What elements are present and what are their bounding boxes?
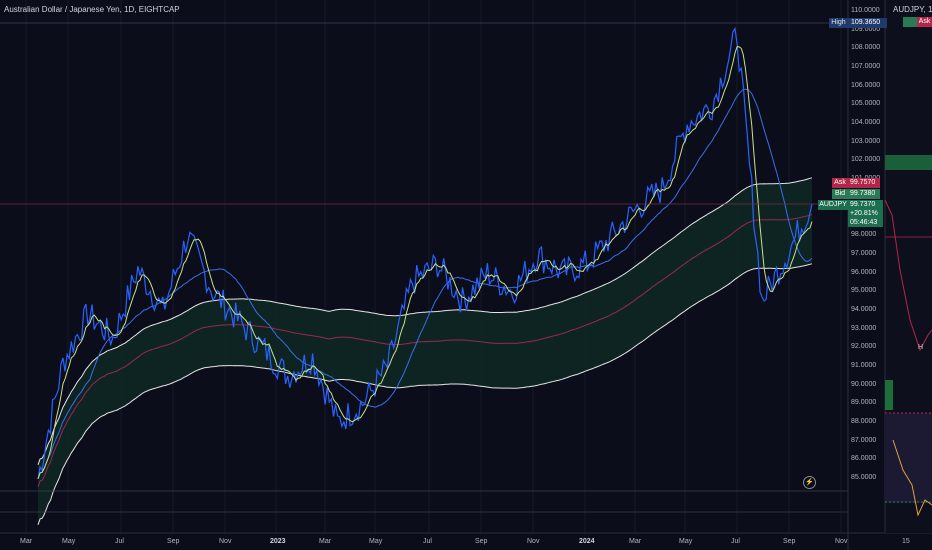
- price-tick: 110.0000: [851, 7, 880, 14]
- time-tick: May: [679, 538, 693, 545]
- time-tick: Sep: [783, 538, 796, 545]
- price-tick: 107.0000: [851, 63, 881, 71]
- side-marker-h: H: [918, 344, 923, 351]
- price-tick: 89.0000: [851, 399, 877, 407]
- price-tick: 87.0000: [851, 436, 877, 444]
- time-tick: May: [369, 538, 383, 545]
- time-tick: 15: [902, 538, 910, 545]
- side-shaded-zone: [885, 413, 932, 503]
- price-tick: 97.0000: [851, 249, 877, 257]
- high-tag: High: [829, 18, 848, 28]
- price-tick: 94.0000: [851, 305, 877, 313]
- side-osc-line: [892, 439, 932, 517]
- price-tick: 102.0000: [851, 156, 881, 164]
- side-price-line: [884, 199, 932, 352]
- band-fill: [38, 177, 812, 525]
- bid-value-label: 99.7380: [848, 189, 880, 199]
- price-tick: 104.0000: [851, 119, 881, 127]
- time-tick: Mar: [319, 538, 332, 545]
- price-tick: 96.0000: [851, 268, 877, 276]
- symbol-tag: AUDJPY: [818, 200, 848, 210]
- time-tick: May: [62, 538, 76, 545]
- price-tick: 105.0000: [851, 100, 881, 108]
- side-bid-badge: [903, 17, 917, 27]
- time-tick: Jul: [731, 538, 740, 545]
- band-lower-line: [37, 263, 813, 525]
- last-price-box: 99.7370 +20.81% 05:46:43: [848, 200, 883, 227]
- time-tick: Jul: [115, 538, 124, 545]
- price-tick: 103.0000: [851, 137, 881, 145]
- price-tick: 98.0000: [851, 231, 877, 239]
- price-series-line: [37, 26, 813, 479]
- price-tick: 108.0000: [851, 44, 881, 52]
- price-tick: 109.0000: [851, 25, 881, 33]
- fast-moving-average-line: [37, 46, 813, 479]
- price-tick: 85.0000: [851, 474, 877, 481]
- side-green-bar: [885, 380, 893, 410]
- band-upper-line: [37, 177, 813, 465]
- price-tick: 93.0000: [851, 324, 877, 332]
- side-ask-badge: Ask: [917, 17, 932, 27]
- time-tick: Nov: [835, 538, 848, 545]
- price-tick: 92.0000: [851, 343, 877, 351]
- time-tick: Jul: [423, 538, 432, 545]
- time-tick: 2024: [579, 538, 595, 545]
- symbol-title[interactable]: Australian Dollar / Japanese Yen, 1D, EI…: [4, 5, 180, 14]
- price-tick: 88.0000: [851, 417, 877, 425]
- time-tick: Mar: [20, 538, 33, 545]
- price-tick: 91.0000: [851, 361, 877, 369]
- time-tick: 2023: [270, 538, 286, 545]
- price-tick: 106.0000: [851, 81, 881, 89]
- time-tick: Mar: [629, 538, 642, 545]
- last-price: 99.7370: [850, 201, 876, 208]
- change-percent: +20.81%: [850, 210, 878, 217]
- price-tick: 90.0000: [851, 380, 877, 388]
- side-green-zone: [885, 155, 932, 170]
- lightning-icon[interactable]: ⚡: [803, 476, 816, 489]
- side-symbol-title[interactable]: AUDJPY, 1D, E: [893, 5, 932, 14]
- band-mid-line: [37, 214, 813, 487]
- ask-tag: Ask: [832, 178, 848, 188]
- price-tick: 86.0000: [851, 455, 877, 463]
- bid-tag: Bid: [832, 189, 848, 199]
- price-tick: 95.0000: [851, 287, 877, 295]
- time-tick: Sep: [475, 538, 488, 545]
- ask-value-label: 99.7570: [848, 178, 880, 188]
- bar-countdown: 05:46:43: [850, 219, 878, 226]
- high-value-label: 109.3650: [848, 18, 887, 28]
- time-tick: Nov: [527, 538, 540, 545]
- time-tick: Sep: [167, 538, 180, 545]
- time-tick: Nov: [219, 538, 232, 545]
